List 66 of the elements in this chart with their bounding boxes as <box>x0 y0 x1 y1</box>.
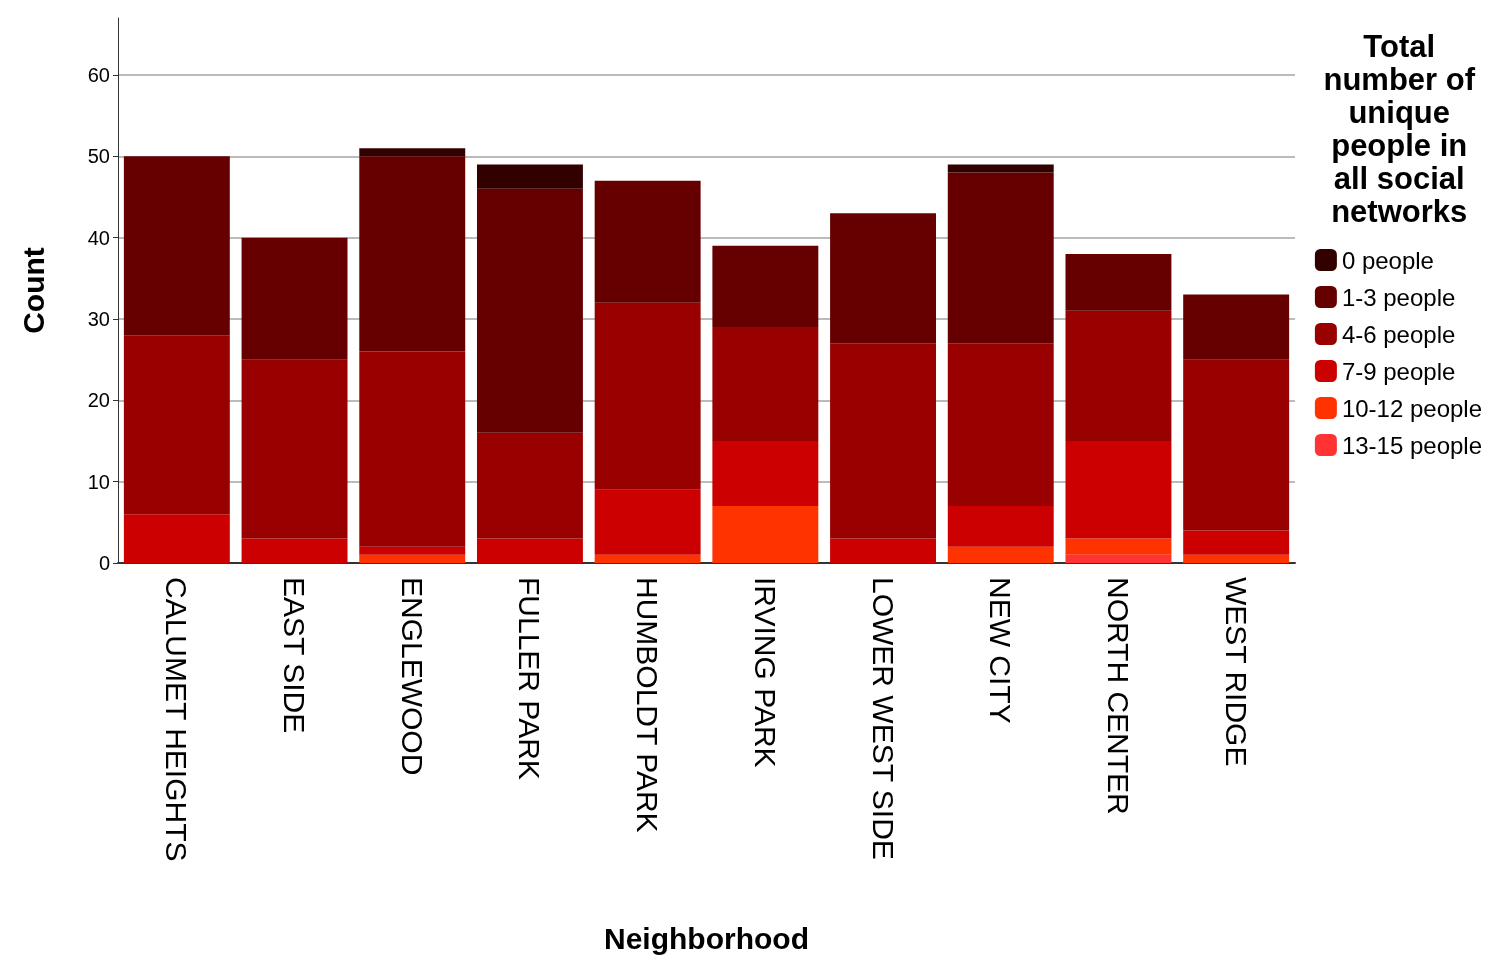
bar <box>241 538 348 563</box>
bar <box>123 335 230 515</box>
bar <box>123 156 230 336</box>
bar <box>476 188 583 433</box>
bar <box>830 538 937 563</box>
bar <box>1183 359 1290 531</box>
bar <box>947 343 1054 507</box>
bar <box>594 489 701 555</box>
y-tick-label: 20 <box>87 389 110 412</box>
bar <box>1183 554 1290 563</box>
legend-title: Total number of unique people in all social networks <box>1323 29 1476 229</box>
bar <box>359 351 466 547</box>
bar <box>947 172 1054 344</box>
bar <box>830 343 937 539</box>
bar <box>712 327 819 441</box>
bar <box>947 164 1054 173</box>
bar <box>947 506 1054 547</box>
y-tick-label: 0 <box>98 552 110 574</box>
x-tick-label: WEST RIDGE <box>1219 577 1253 767</box>
legend-label: 4-6 people <box>1341 320 1456 348</box>
y-tick-label: 60 <box>87 63 110 86</box>
x-tick-label: ENGLEWOOD <box>395 577 429 776</box>
bar <box>830 213 937 344</box>
bar <box>476 538 583 563</box>
y-tick-label: 50 <box>87 145 110 168</box>
bar <box>594 554 701 563</box>
bar <box>359 546 466 555</box>
bar <box>359 148 466 157</box>
x-tick-label: LOWER WEST SIDE <box>866 577 900 860</box>
x-tick-label: IRVING PARK <box>748 577 782 768</box>
bar <box>1065 554 1172 563</box>
bar <box>123 514 230 563</box>
x-tick-label: FULLER PARK <box>513 577 547 780</box>
bar <box>712 440 819 507</box>
bar <box>594 180 701 303</box>
bar <box>359 554 466 563</box>
bar <box>712 245 819 328</box>
bar <box>476 164 583 189</box>
bar <box>476 432 583 539</box>
bar <box>1065 440 1172 539</box>
x-tick-label: EAST SIDE <box>278 577 312 734</box>
bar <box>594 302 701 490</box>
x-tick-label: CALUMET HEIGHTS <box>160 577 194 862</box>
bar <box>1183 294 1290 360</box>
legend-label: 13-15 people <box>1341 431 1482 459</box>
x-tick-label: HUMBOLDT PARK <box>631 577 665 833</box>
legend-label: 1-3 people <box>1341 283 1456 311</box>
y-tick-label: 40 <box>87 226 110 249</box>
bar <box>359 156 466 352</box>
x-axis-title: Neighborhood <box>604 921 809 955</box>
bar <box>1183 530 1290 555</box>
bar <box>241 237 348 360</box>
y-axis-title: Count <box>16 247 50 334</box>
legend-label: 10-12 people <box>1341 394 1482 422</box>
legend-label: 0 people <box>1341 246 1434 274</box>
bar <box>1065 253 1172 311</box>
y-tick-label: 10 <box>87 470 110 493</box>
x-tick-label: NORTH CENTER <box>1101 577 1135 815</box>
bar <box>241 359 348 539</box>
bar <box>1065 538 1172 555</box>
legend-label: 7-9 people <box>1341 357 1456 385</box>
x-tick-label: NEW CITY <box>984 577 1018 724</box>
bar <box>1065 310 1172 441</box>
y-tick-label: 30 <box>87 307 110 330</box>
bar <box>712 506 819 563</box>
bar <box>947 546 1054 563</box>
